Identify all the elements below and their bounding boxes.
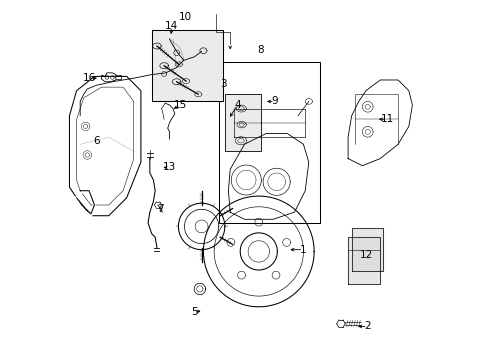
- Text: 6: 6: [93, 136, 100, 146]
- Text: 13: 13: [163, 162, 176, 172]
- Bar: [151, 30, 223, 102]
- Text: 1: 1: [300, 245, 306, 255]
- Text: 5: 5: [191, 307, 198, 317]
- Text: 3: 3: [219, 78, 226, 89]
- Text: 14: 14: [164, 21, 178, 31]
- Text: 8: 8: [257, 45, 264, 55]
- Bar: [219, 62, 319, 223]
- Text: 9: 9: [271, 96, 278, 107]
- Text: 16: 16: [82, 73, 96, 83]
- Text: 15: 15: [173, 100, 186, 110]
- Text: 11: 11: [380, 114, 393, 124]
- Text: 2: 2: [364, 321, 370, 332]
- Text: 4: 4: [234, 100, 240, 110]
- Polygon shape: [351, 228, 382, 271]
- Polygon shape: [347, 237, 380, 284]
- Text: 7: 7: [157, 203, 163, 213]
- Bar: [224, 94, 260, 152]
- Text: 12: 12: [359, 250, 372, 260]
- Text: 10: 10: [179, 13, 192, 22]
